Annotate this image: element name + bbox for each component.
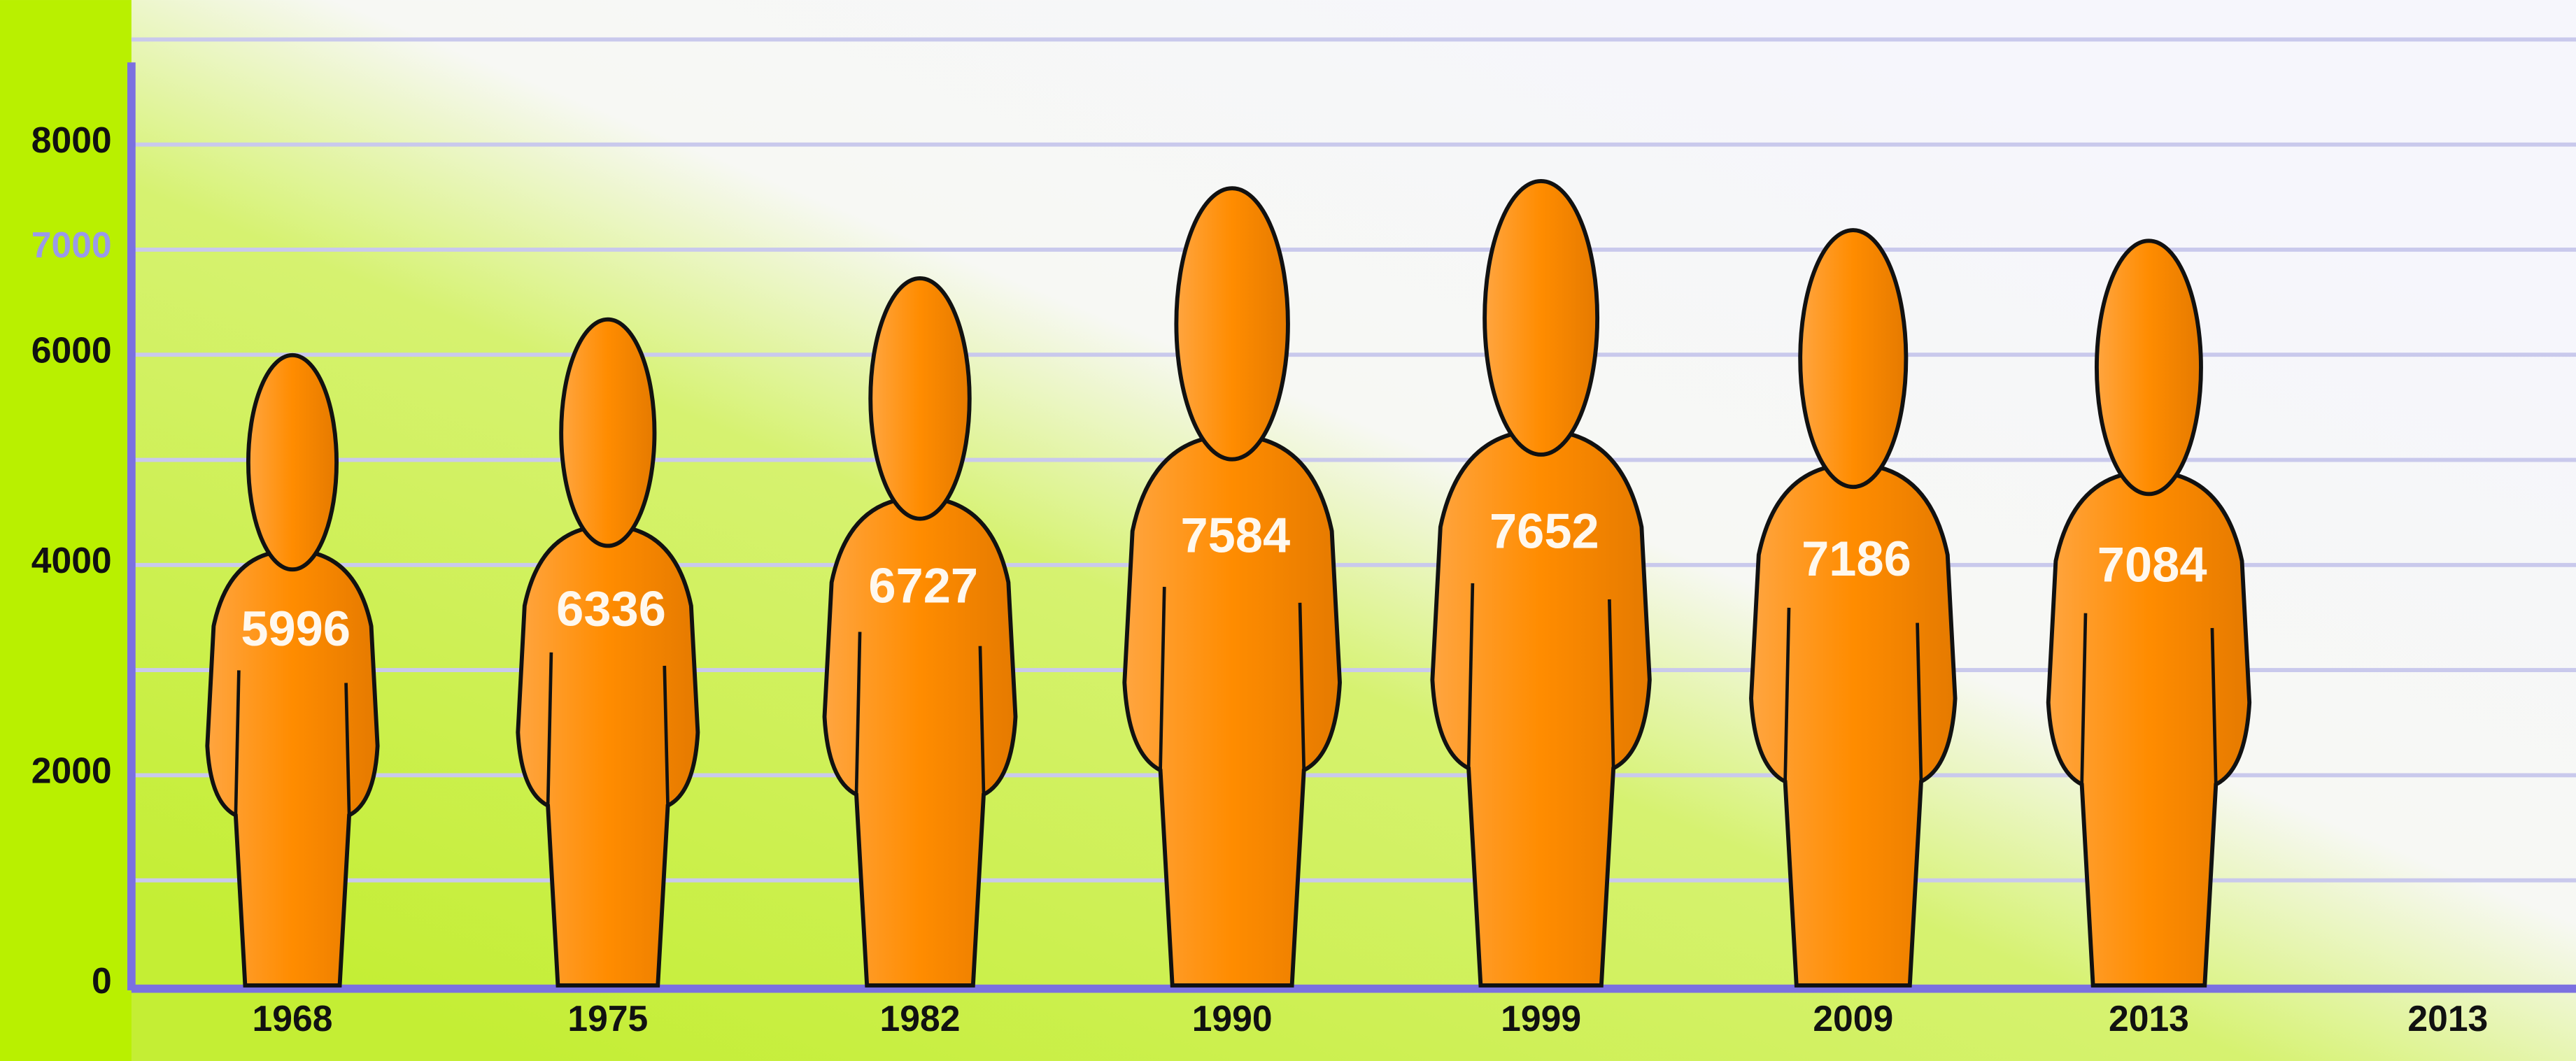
left-strip <box>0 0 132 1061</box>
y-tick-label: 8000 <box>31 120 112 160</box>
arm-line <box>344 683 351 816</box>
value-label: 5996 <box>241 601 351 656</box>
person-head <box>1798 228 1909 490</box>
person <box>516 317 700 988</box>
person-head <box>2095 238 2203 497</box>
person <box>1122 186 1342 988</box>
value-label: 7652 <box>1489 504 1599 559</box>
x-tick-label: 1990 <box>1192 998 1273 1039</box>
person-head <box>868 276 972 521</box>
x-tick-label: 2013 <box>2109 998 2189 1039</box>
value-label: 7084 <box>2097 536 2207 592</box>
arm-line <box>1916 622 1923 782</box>
arm-line <box>978 646 986 795</box>
arm-line <box>234 670 241 816</box>
person <box>205 353 380 988</box>
person <box>1749 228 1958 988</box>
y-tick-label: 4000 <box>31 540 112 581</box>
arm-line <box>663 665 670 806</box>
y-tick-label: 0 <box>92 960 112 1001</box>
y-tick-label: 6000 <box>31 330 112 371</box>
person <box>1430 179 1652 988</box>
x-tick-label: 1999 <box>1501 998 1581 1039</box>
value-label: 7584 <box>1181 507 1291 562</box>
value-label: 7186 <box>1802 531 1911 586</box>
y-tick-label: 2000 <box>31 750 112 791</box>
x-tick-label: 2009 <box>1813 998 1893 1039</box>
x-tick-label: 2013 <box>2407 998 2488 1039</box>
value-label: 6336 <box>556 581 666 636</box>
arm-line <box>1608 599 1615 769</box>
x-tick-label: 1968 <box>253 998 333 1039</box>
x-tick-label: 1975 <box>567 998 648 1039</box>
person-head <box>246 353 339 572</box>
person <box>2046 238 2252 988</box>
y-tick-label: 7000 <box>31 225 112 265</box>
arm-line <box>2080 613 2088 785</box>
arm-line <box>1783 607 1791 782</box>
arm-line <box>1159 587 1166 771</box>
person-head <box>1482 179 1600 457</box>
arm-line <box>546 652 553 806</box>
arm-line <box>854 632 862 795</box>
person-head <box>559 317 657 548</box>
value-label: 6727 <box>868 557 978 613</box>
arm-line <box>1298 602 1306 771</box>
arm-line <box>2210 627 2218 785</box>
arm-line <box>1466 583 1475 769</box>
x-tick-label: 1982 <box>880 998 961 1039</box>
person-head <box>1174 186 1290 462</box>
person <box>822 276 1018 988</box>
